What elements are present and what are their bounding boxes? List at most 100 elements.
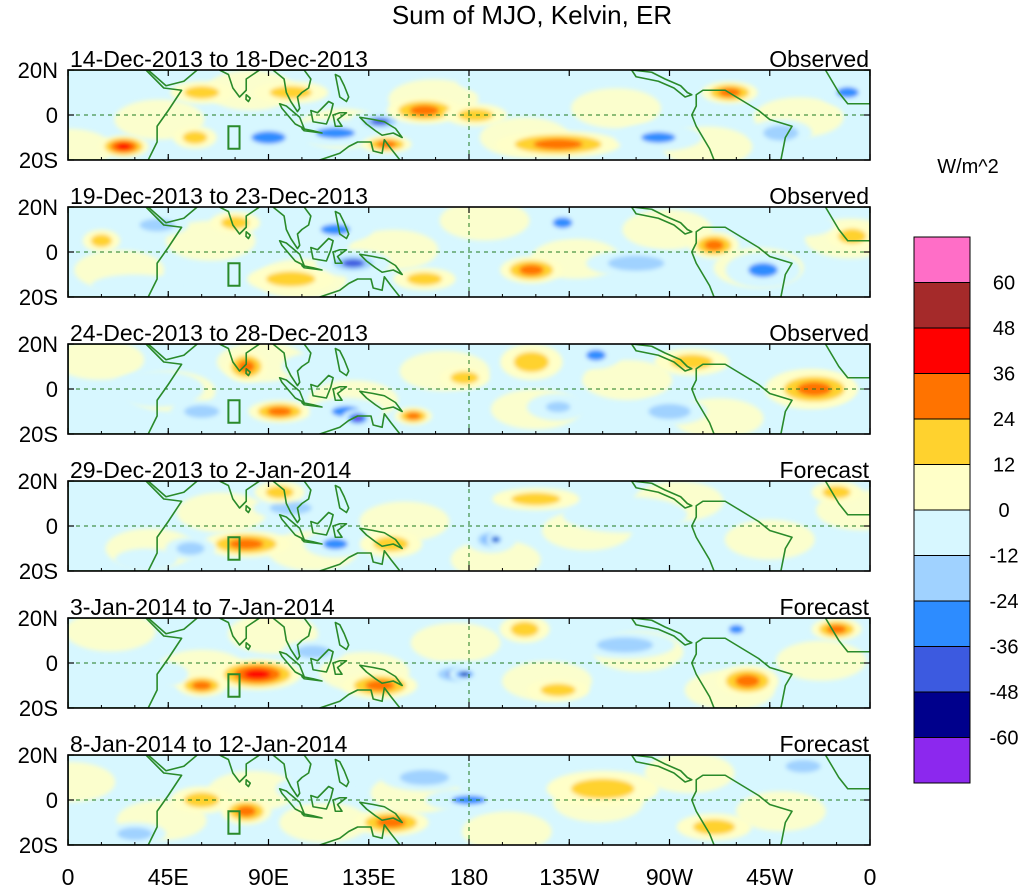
anomaly-contour: [735, 674, 760, 688]
anomaly-contour: [704, 239, 724, 251]
coastline: [301, 127, 323, 134]
coastline: [301, 401, 323, 408]
colorbar-swatch: [913, 737, 971, 784]
anomaly-contour: [376, 140, 397, 148]
coastline: [332, 385, 348, 402]
coastline: [245, 778, 252, 788]
colorbar-swatch: [913, 418, 971, 465]
lat-label: 20N: [18, 332, 58, 357]
lat-label: 20N: [18, 606, 58, 631]
map-panel: 20N 0 20S 3-Jan-2014 to 7-Jan-2014 Forecast: [18, 594, 871, 721]
anomaly-contour: [748, 262, 778, 278]
coastline: [68, 207, 183, 297]
colorbar-swatch: [913, 282, 971, 329]
lat-label: 0: [46, 788, 58, 813]
coastline: [824, 618, 870, 653]
anomaly-contour: [90, 234, 112, 248]
coastline: [147, 70, 199, 87]
anomaly-contour: [450, 371, 479, 385]
coastline: [301, 264, 323, 271]
anomaly-contour: [481, 73, 546, 89]
anomaly-contour: [838, 228, 867, 244]
map-panel: 20N 0 20S 29-Dec-2013 to 2-Jan-2014 Forecast: [18, 457, 871, 584]
coastline: [630, 618, 693, 646]
anomaly-contour: [244, 669, 271, 680]
coastline: [630, 755, 693, 783]
anomaly-contour: [586, 349, 606, 361]
coastline: [318, 549, 401, 571]
panel-period: 3-Jan-2014 to 7-Jan-2014: [70, 594, 335, 620]
coastline: [272, 618, 312, 661]
anomaly-contour: [267, 407, 292, 416]
lon-label: 135W: [539, 864, 599, 889]
colorbar-label: 60: [993, 273, 1015, 295]
colorbar-swatch: [913, 600, 971, 647]
colorbar-swatch: [913, 464, 971, 511]
coastline: [272, 207, 312, 250]
coastline: [690, 363, 793, 434]
coastline: [147, 207, 199, 224]
index-box: [227, 536, 241, 561]
coastline: [690, 637, 793, 708]
coastline: [824, 344, 870, 379]
coastline: [332, 659, 348, 676]
anomaly-contour: [295, 645, 331, 659]
anomaly-contour: [510, 621, 539, 637]
index-box: [227, 673, 241, 698]
panel-status: Forecast: [780, 731, 870, 757]
colorbar-label: -48: [990, 682, 1019, 704]
colorbar-unit: W/m^2: [937, 156, 999, 178]
coastline: [272, 70, 312, 113]
colorbar-label: 36: [993, 364, 1015, 386]
panel-status: Forecast: [780, 594, 870, 620]
lon-label: 90W: [646, 864, 694, 889]
anomaly-contour: [184, 405, 220, 418]
anomaly-contour: [596, 637, 654, 653]
coastline: [359, 390, 403, 413]
lat-label: 20S: [19, 285, 58, 310]
coastline: [630, 344, 693, 372]
coastline: [310, 648, 334, 673]
lat-label: 20N: [18, 58, 58, 83]
coastline: [824, 481, 870, 516]
anomaly-background-patch: [68, 618, 156, 652]
coastline: [310, 100, 334, 125]
coastline: [310, 374, 334, 399]
coastline: [824, 755, 870, 790]
coastline: [147, 755, 199, 772]
coastline: [630, 70, 693, 98]
lat-label: 20S: [19, 696, 58, 721]
coastline: [334, 210, 350, 240]
colorbar-label: -12: [990, 546, 1019, 568]
coastline: [245, 641, 252, 651]
anomaly-contour: [540, 683, 576, 697]
colorbar-swatch: [913, 691, 971, 738]
anomaly-contour: [295, 358, 331, 375]
lat-label: 0: [46, 514, 58, 539]
anomaly-contour: [116, 143, 132, 150]
lat-label: 20S: [19, 422, 58, 447]
coastline: [68, 344, 183, 434]
anomaly-contour: [110, 279, 160, 293]
map-panels: 20N 0 20S 14-Dec-2013 to 18-Dec-2013 Observe…: [18, 46, 871, 858]
anomaly-contour: [184, 86, 220, 99]
anomaly-contour: [589, 504, 661, 525]
coastline: [824, 70, 870, 105]
coastline: [68, 70, 183, 160]
coastline: [332, 796, 348, 813]
coastline: [334, 484, 350, 514]
map-panel: 20N 0 20S 8-Jan-2014 to 12-Jan-2014 Forecast: [18, 731, 871, 858]
coastline: [318, 412, 401, 434]
colorbar: W/m^2 60 48 36 24 12 0 -12 -24 -36 -48 -60: [913, 156, 1019, 784]
lat-label: 0: [46, 240, 58, 265]
coastline: [245, 367, 252, 377]
coastline: [301, 675, 323, 682]
map-panel: 20N 0 20S 14-Dec-2013 to 18-Dec-2013 Observe…: [18, 46, 871, 173]
colorbar-swatch: [913, 555, 971, 602]
coastline: [245, 93, 252, 103]
anomaly-background-patch: [68, 344, 145, 380]
anomaly-contour: [822, 485, 851, 499]
anomaly-contour: [320, 224, 351, 235]
coastline: [68, 618, 183, 708]
